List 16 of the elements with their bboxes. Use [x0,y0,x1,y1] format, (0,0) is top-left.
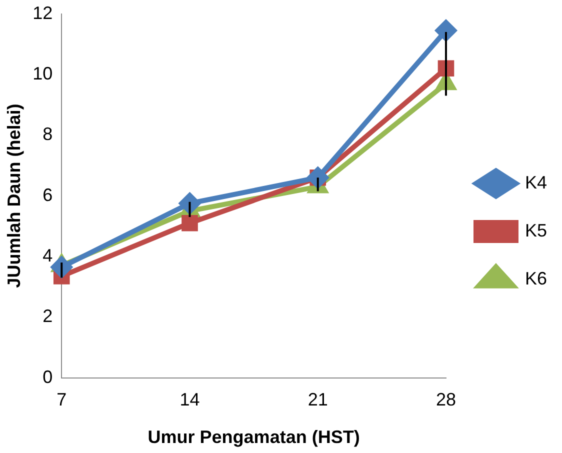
y-tick-label: 6 [42,184,53,205]
y-tick-label: 8 [42,124,53,144]
y-tick-label: 2 [42,306,53,326]
y-tick-label: 0 [42,366,53,387]
x-axis-title: Umur Pengamatan (HST) [148,427,360,448]
legend-label: K5 [524,220,548,240]
y-tick-label: 4 [42,245,53,266]
x-tick-label: 28 [436,390,456,410]
x-tick-label: 21 [308,390,328,410]
legend-label: K4 [524,172,548,192]
y-tick-label: 10 [32,63,53,84]
x-tick-label: 14 [180,390,200,410]
x-tick-label: 7 [56,390,67,410]
legend-label: K6 [524,268,548,288]
y-axis-title: JUumlah Daun (helai) [4,104,24,288]
y-tick-label: 12 [32,2,53,23]
